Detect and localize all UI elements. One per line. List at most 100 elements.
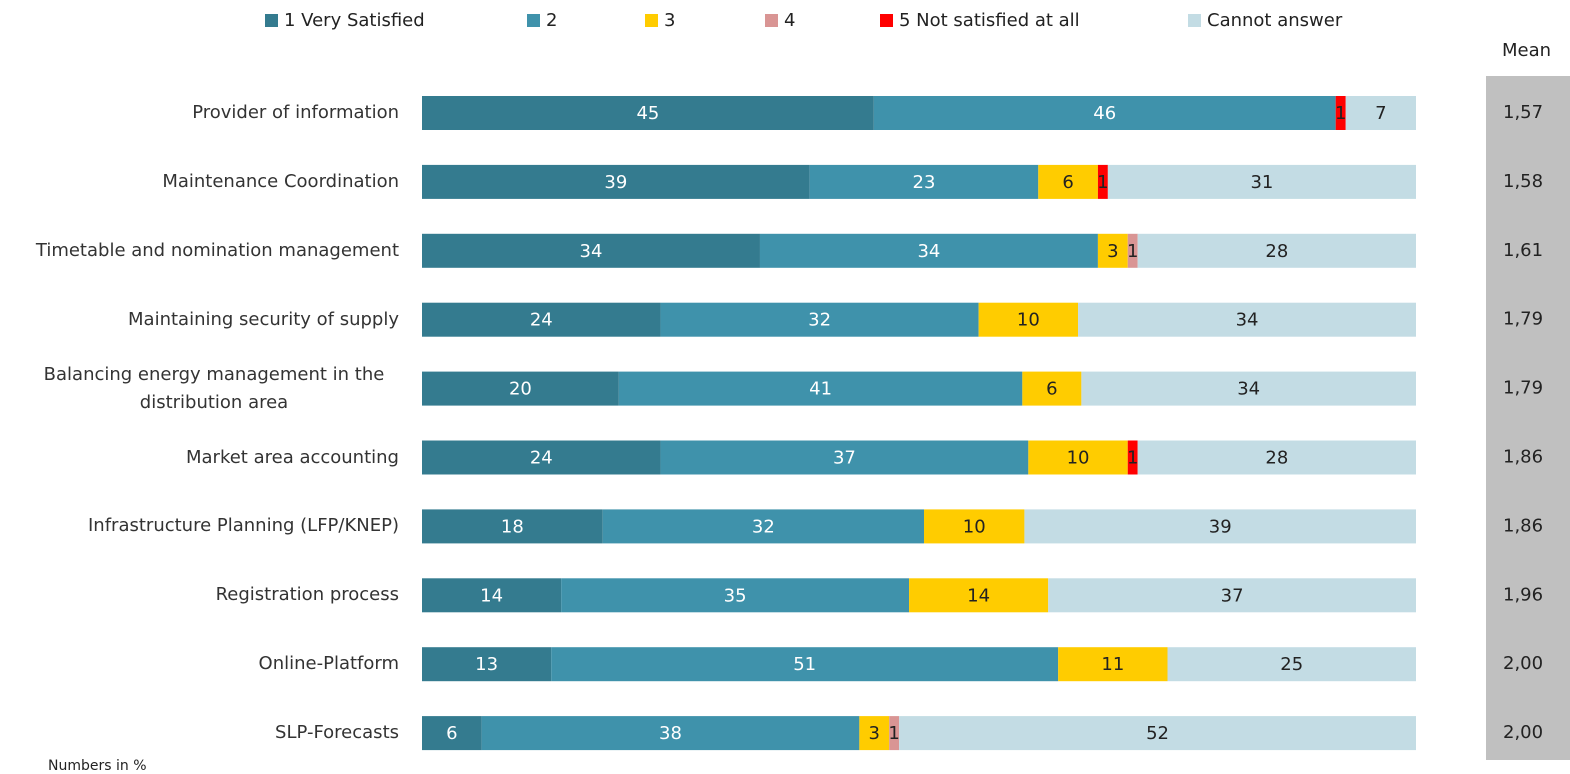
bar-segment bbox=[1081, 371, 1416, 406]
data-label: 35 bbox=[724, 585, 747, 606]
legend-label: 2 bbox=[546, 10, 557, 31]
category-label: Maintaining security of supply bbox=[128, 308, 399, 330]
legend-swatch bbox=[265, 14, 278, 27]
mean-value: 2,00 bbox=[1503, 722, 1543, 743]
bar-segment bbox=[759, 233, 1098, 268]
bar-segment bbox=[1028, 440, 1128, 475]
bar-segment bbox=[1345, 96, 1416, 130]
bar-segment bbox=[551, 647, 1059, 682]
bar-segment bbox=[1137, 440, 1416, 475]
bar-segment bbox=[859, 716, 890, 751]
bar-segment bbox=[422, 440, 661, 475]
category-label: Balancing energy management in the distr… bbox=[43, 363, 385, 413]
data-label: 13 bbox=[475, 654, 498, 675]
bar-segment bbox=[1127, 233, 1138, 268]
bar-segment bbox=[422, 578, 562, 613]
bar-segment bbox=[422, 164, 810, 199]
bar-segment bbox=[1127, 440, 1138, 475]
legend-swatch bbox=[1188, 14, 1201, 27]
data-label: 6 bbox=[1062, 172, 1073, 193]
mean-value: 1,86 bbox=[1503, 447, 1543, 468]
data-label: 1 bbox=[1127, 448, 1138, 469]
data-label: 6 bbox=[1046, 379, 1057, 400]
data-label: 34 bbox=[1237, 379, 1260, 400]
bar-segment bbox=[873, 96, 1336, 130]
category-label: SLP-Forecasts bbox=[275, 722, 399, 744]
data-label: 31 bbox=[1250, 172, 1273, 193]
bar-segment bbox=[1137, 233, 1416, 268]
bar-segment bbox=[909, 578, 1049, 613]
mean-column bbox=[1486, 76, 1570, 760]
category-label: Maintenance Coordination bbox=[162, 170, 399, 192]
category-label: Online-Platform bbox=[258, 653, 399, 675]
data-label: 32 bbox=[752, 516, 775, 537]
data-label: 7 bbox=[1375, 103, 1386, 124]
category-label: Registration process bbox=[215, 584, 399, 606]
bar-segment bbox=[618, 371, 1023, 406]
bar-segment bbox=[602, 509, 925, 544]
data-label: 37 bbox=[1221, 585, 1244, 606]
legend-swatch bbox=[880, 14, 893, 27]
mean-value: 1,96 bbox=[1503, 584, 1543, 605]
legend-swatch bbox=[645, 14, 658, 27]
data-label: 25 bbox=[1280, 654, 1303, 675]
data-label: 34 bbox=[1236, 310, 1259, 331]
bar-segment bbox=[1038, 164, 1098, 199]
data-label: 20 bbox=[509, 379, 532, 400]
data-label: 6 bbox=[446, 723, 457, 744]
bar-segment bbox=[1097, 164, 1108, 199]
data-label: 52 bbox=[1146, 723, 1169, 744]
bar-segment bbox=[422, 96, 874, 130]
data-label: 46 bbox=[1093, 103, 1116, 124]
legend-label: Cannot answer bbox=[1207, 10, 1343, 31]
category-label: Timetable and nomination management bbox=[35, 239, 399, 261]
note: Numbers in % bbox=[48, 758, 147, 774]
data-label: 24 bbox=[530, 310, 553, 331]
bar-segment bbox=[422, 716, 482, 751]
bar-segment bbox=[561, 578, 910, 613]
bar-segment bbox=[422, 233, 760, 268]
mean-value: 1,86 bbox=[1503, 515, 1543, 536]
legend-label: 4 bbox=[784, 10, 795, 31]
bar-segment bbox=[1022, 371, 1082, 406]
category-label: Market area accounting bbox=[185, 446, 399, 468]
bar-segment bbox=[978, 302, 1079, 337]
legend-swatch bbox=[527, 14, 540, 27]
mean-value: 1,61 bbox=[1503, 240, 1543, 261]
data-label: 28 bbox=[1265, 448, 1288, 469]
data-label: 3 bbox=[1107, 241, 1118, 262]
data-label: 45 bbox=[636, 103, 659, 124]
data-label: 32 bbox=[808, 310, 831, 331]
data-label: 10 bbox=[963, 516, 986, 537]
data-label: 14 bbox=[480, 585, 503, 606]
data-label: 23 bbox=[913, 172, 936, 193]
data-label: 10 bbox=[1067, 448, 1090, 469]
legend-label: 1 Very Satisfied bbox=[284, 10, 425, 31]
bar-segment bbox=[1097, 233, 1128, 268]
data-label: 1 bbox=[1097, 172, 1108, 193]
bar-segment bbox=[809, 164, 1039, 199]
mean-value: 1,79 bbox=[1503, 309, 1543, 330]
category-label: Provider of information bbox=[192, 102, 399, 123]
data-label: 1 bbox=[1335, 103, 1346, 124]
data-label: 51 bbox=[793, 654, 816, 675]
legend-label: 3 bbox=[664, 10, 675, 31]
bar-segment bbox=[422, 371, 619, 406]
legend-swatch bbox=[765, 14, 778, 27]
data-label: 37 bbox=[833, 448, 856, 469]
bar-segment bbox=[889, 716, 900, 751]
data-label: 41 bbox=[809, 379, 832, 400]
data-label: 24 bbox=[530, 448, 553, 469]
bar-segment bbox=[1048, 578, 1416, 613]
data-label: 1 bbox=[1127, 241, 1138, 262]
data-label: 39 bbox=[1209, 516, 1232, 537]
bar-segment bbox=[422, 509, 603, 544]
data-label: 18 bbox=[501, 516, 524, 537]
data-label: 34 bbox=[917, 241, 940, 262]
bar-segment bbox=[899, 716, 1416, 751]
bar-segment bbox=[1024, 509, 1416, 544]
mean-title: Mean bbox=[1502, 40, 1551, 61]
data-label: 38 bbox=[659, 723, 682, 744]
mean-value: 1,57 bbox=[1503, 102, 1543, 123]
